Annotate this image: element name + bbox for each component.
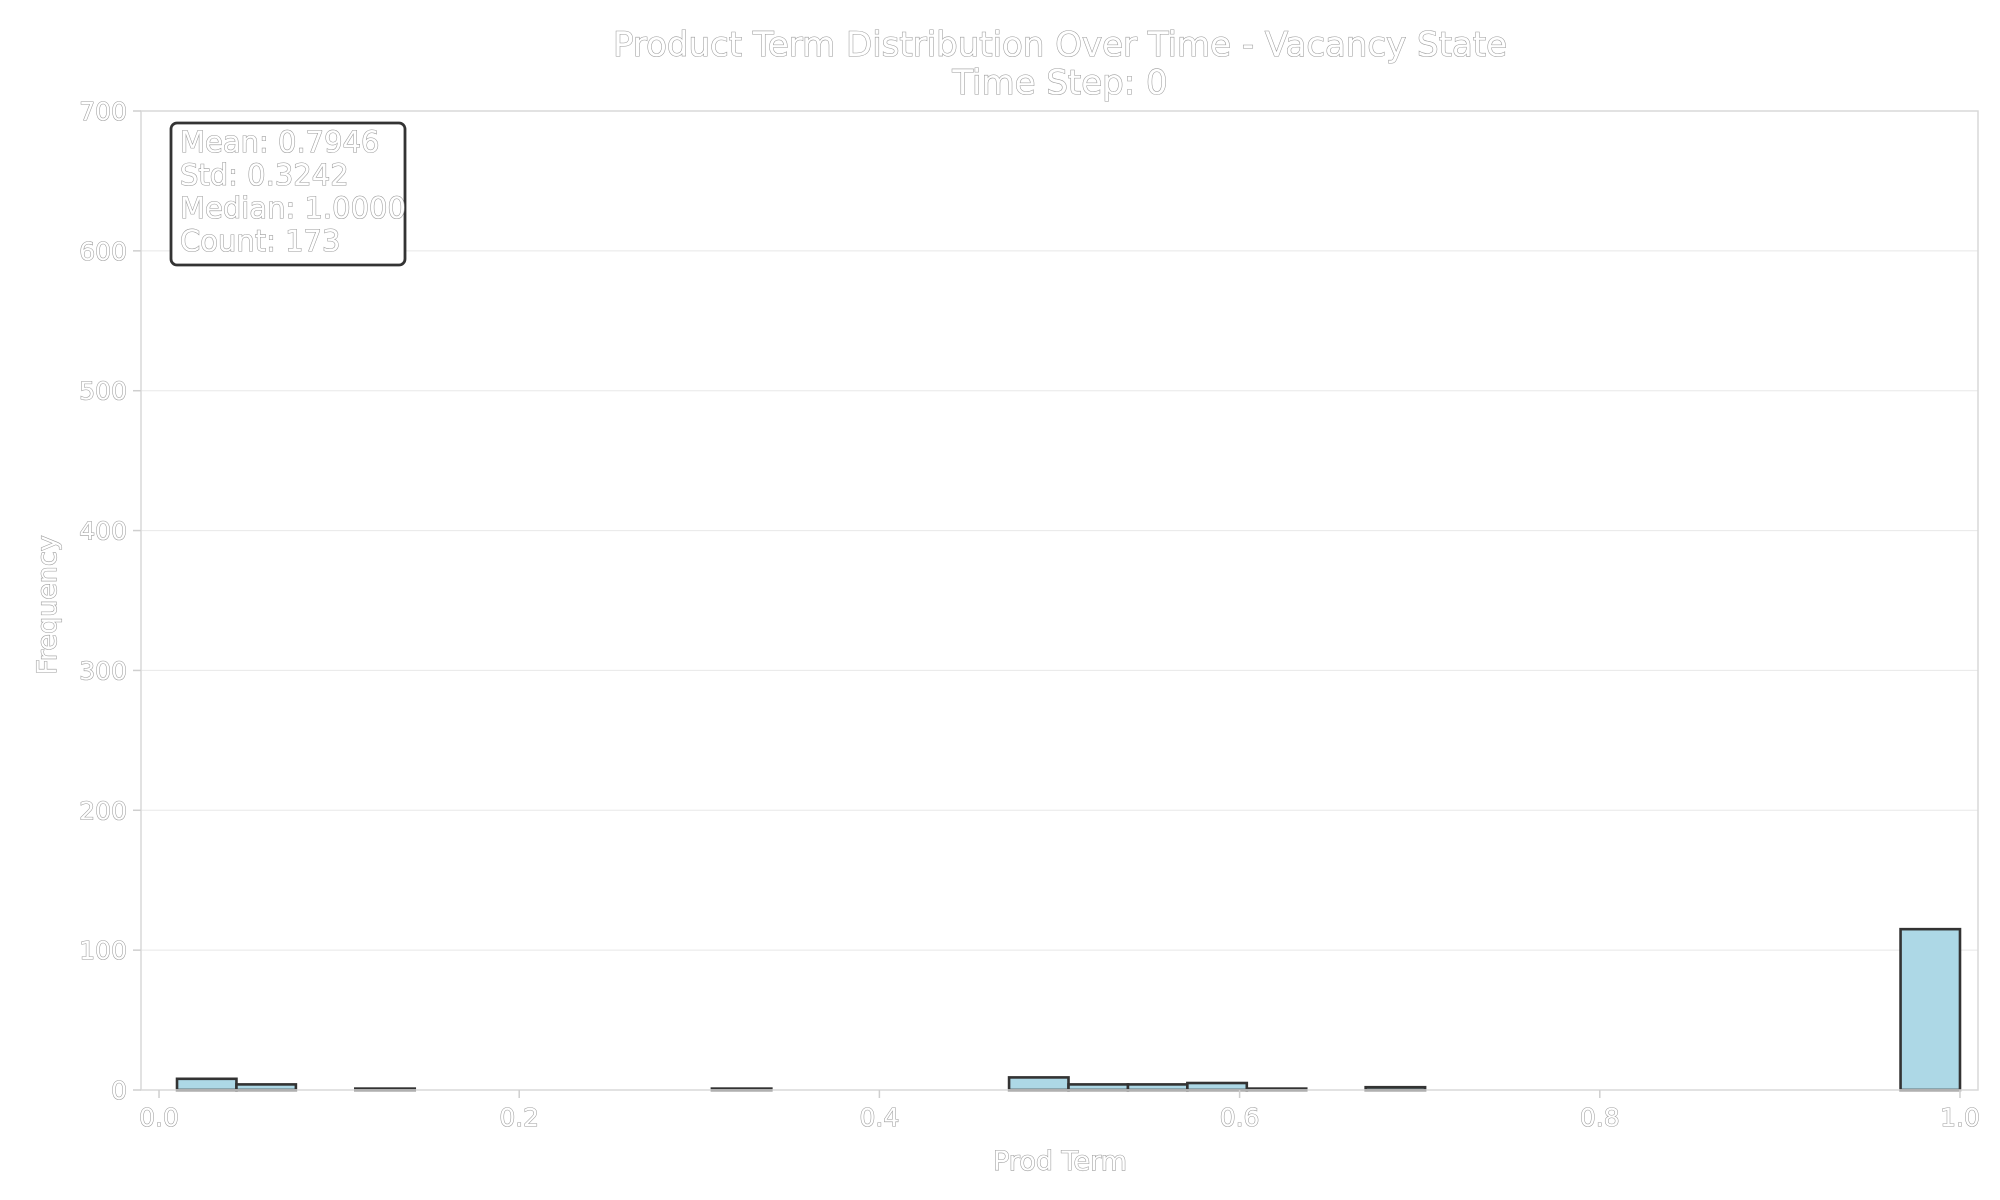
histogram-bar [1007,1076,1070,1092]
histogram-bar [1186,1081,1249,1092]
stats-std: Std: 0.3242 [180,158,349,192]
x-tick-label: 1.0 [1940,1103,1980,1132]
y-tick-label: 100 [79,936,127,965]
histogram-bar [1126,1083,1189,1092]
stats-count: Count: 173 [180,224,340,258]
y-tick-label: 600 [79,237,127,266]
x-tick-label: 0.8 [1580,1103,1620,1132]
stats-box: Mean: 0.7946 Std: 0.3242 Median: 1.0000 … [169,121,407,267]
plot-frame [140,110,1979,1091]
y-tick-label: 700 [79,97,127,126]
x-axis-ticks: 0.0 0.2 0.4 0.6 0.8 1.0 [139,1090,1980,1133]
x-axis-label: Prod Term [993,1146,1127,1177]
chart-title: Product Term Distribution Over Time - Va… [613,25,1507,65]
stats-median: Median: 1.0000 [180,191,406,225]
stats-mean: Mean: 0.7946 [180,125,379,159]
histogram-bar [235,1083,298,1092]
y-axis-label: Frequency [32,535,63,675]
x-tick-label: 0.0 [139,1103,179,1132]
y-tick-label: 500 [79,377,127,406]
y-axis-ticks: 0 100 200 300 400 500 600 700 [79,96,141,1106]
x-tick-label: 0.2 [499,1103,539,1132]
y-tick-label: 0 [111,1076,127,1105]
histogram-bar [1899,927,1962,1092]
x-tick-label: 0.6 [1220,1103,1260,1132]
stats-box-frame [169,121,407,267]
histogram-bar [1067,1083,1130,1092]
x-tick-label: 0.4 [860,1103,900,1132]
histogram-bar [175,1077,238,1092]
y-tick-label: 200 [79,796,127,825]
y-tick-label: 400 [79,517,127,546]
y-tick-label: 300 [79,656,127,685]
chart-subtitle: Time Step: 0 [951,63,1167,103]
